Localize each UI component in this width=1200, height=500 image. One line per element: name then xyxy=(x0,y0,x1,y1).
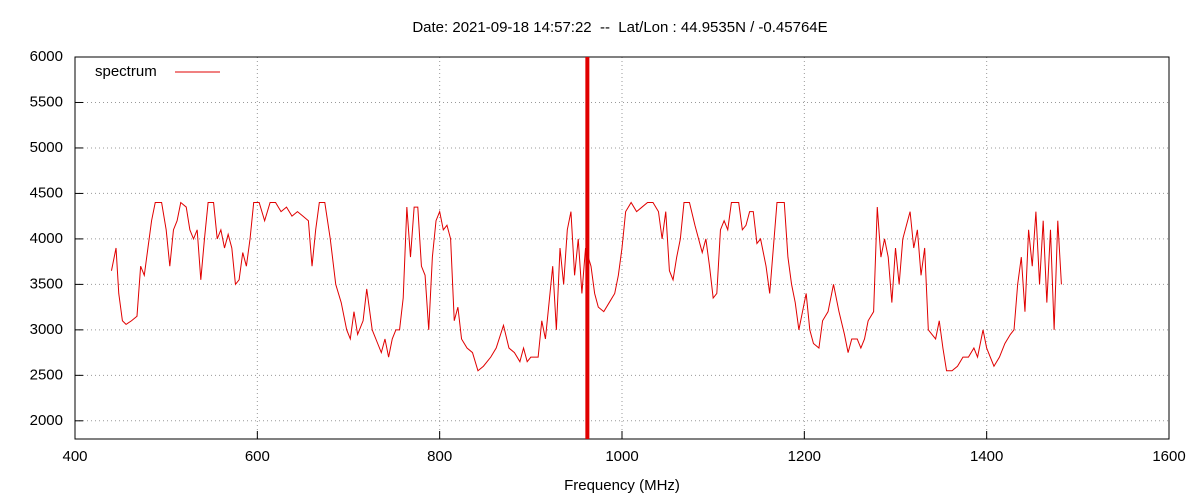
legend-label: spectrum xyxy=(95,63,157,80)
y-tick-label: 3500 xyxy=(30,275,63,292)
y-tick-label: 5000 xyxy=(30,139,63,156)
y-tick-label: 6000 xyxy=(30,48,63,65)
x-tick-label: 400 xyxy=(62,448,87,465)
x-tick-label: 1000 xyxy=(605,448,638,465)
x-tick-label: 600 xyxy=(245,448,270,465)
x-tick-label: 1600 xyxy=(1152,448,1185,465)
x-tick-label: 1400 xyxy=(970,448,1003,465)
y-tick-label: 5500 xyxy=(30,93,63,110)
y-tick-label: 2500 xyxy=(30,366,63,383)
plot-frame xyxy=(74,56,1170,440)
y-tick-label: 3000 xyxy=(30,321,63,338)
y-tick-label: 4000 xyxy=(30,230,63,247)
y-tick-label: 2000 xyxy=(30,412,63,429)
y-tick-label: 4500 xyxy=(30,184,63,201)
x-tick-label: 1200 xyxy=(788,448,821,465)
x-tick-label: 800 xyxy=(427,448,452,465)
chart-title: Date: 2021-09-18 14:57:22 -- Lat/Lon : 4… xyxy=(412,19,827,36)
x-axis-label: Frequency (MHz) xyxy=(564,477,680,494)
